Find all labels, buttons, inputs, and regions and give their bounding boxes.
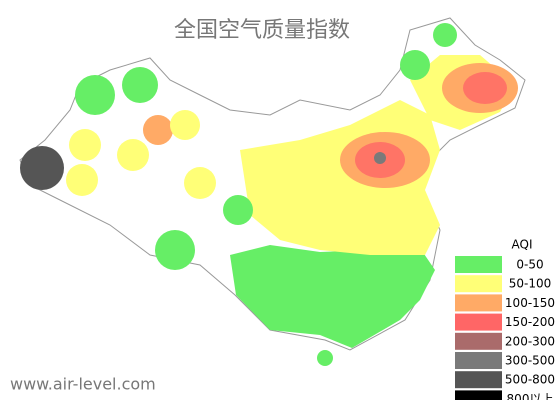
legend-swatch	[455, 294, 502, 312]
station-blob	[223, 195, 253, 225]
station-blob	[69, 129, 101, 161]
legend-label: 200-300	[505, 334, 555, 348]
legend-label: 100-150	[505, 296, 555, 310]
legend-swatch	[455, 390, 502, 400]
station-blob	[122, 67, 158, 103]
station-blob	[155, 230, 195, 270]
station-blob	[170, 110, 200, 140]
region-good	[230, 245, 435, 348]
station-blob	[184, 167, 216, 199]
hotspot	[374, 152, 386, 164]
station-blob	[75, 75, 115, 115]
station-blob	[143, 115, 173, 145]
station-blob	[433, 23, 457, 47]
station-blob	[317, 350, 333, 366]
legend-label: 500-800	[505, 373, 555, 387]
legend-swatch	[455, 256, 502, 273]
legend-label: 800以上	[507, 392, 554, 400]
region-unhealthy-ne2	[463, 72, 507, 104]
china-map	[19, 17, 526, 366]
legend-swatch	[455, 352, 502, 369]
legend: AQI 0-50 50-100 100-150 150-200 200-300 300-5…	[453, 236, 555, 400]
legend-title: AQI	[512, 238, 533, 252]
legend-swatch	[455, 313, 502, 331]
legend-label: 50-100	[509, 277, 552, 291]
legend-swatch	[455, 332, 502, 350]
station-blob	[20, 146, 64, 190]
legend-swatch	[455, 275, 502, 293]
legend-label: 0-50	[516, 258, 543, 272]
watermark: www.air-level.com	[10, 375, 156, 394]
legend-label: 300-500	[505, 354, 555, 368]
legend-swatch	[455, 371, 502, 389]
station-blob	[400, 50, 430, 80]
station-blob	[117, 139, 149, 171]
map-title: 全国空气质量指数	[174, 18, 350, 43]
station-blob	[66, 164, 98, 196]
legend-label: 150-200	[505, 315, 555, 329]
